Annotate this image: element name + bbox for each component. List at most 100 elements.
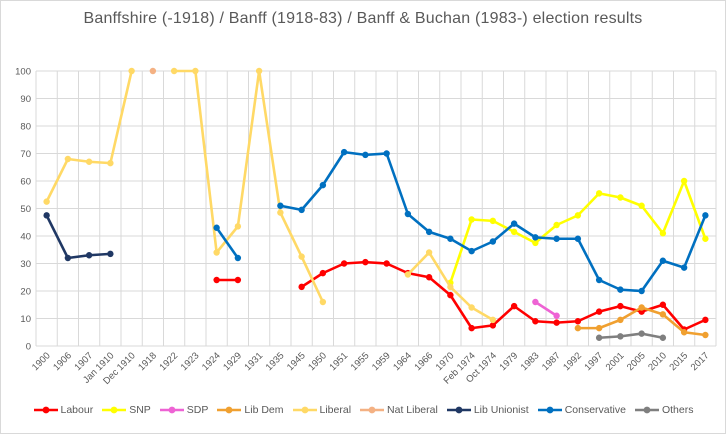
series-snp-marker [595, 190, 603, 197]
legend-marker-icon [102, 406, 127, 414]
series-conservative-marker [574, 235, 582, 242]
series-liberal-marker [43, 198, 50, 205]
x-tick-label: 1959 [370, 350, 393, 373]
series-lib-unionist [43, 212, 114, 262]
series-others-marker [638, 330, 645, 337]
series-conservative-marker [553, 235, 560, 242]
legend-item-others: Others [634, 404, 693, 416]
series-labour-marker [489, 322, 497, 329]
series-conservative-marker [425, 228, 433, 236]
series-labour-marker [659, 301, 667, 308]
legend-item-nat-liberal: Nat Liberal [359, 404, 438, 416]
series-lib-unionist-marker [43, 212, 50, 219]
series-labour-marker [319, 269, 327, 277]
series-others-line [597, 332, 665, 340]
series-liberal [43, 67, 497, 324]
series-sdp-marker [553, 312, 560, 319]
series-conservative-marker [362, 151, 369, 159]
series-conservative-marker [532, 234, 539, 241]
series-snp-marker [702, 235, 709, 242]
x-tick-label: 1950 [306, 350, 329, 373]
series-conservative-marker [447, 235, 454, 242]
x-tick-label: 2005 [625, 350, 648, 373]
y-tick-label: 100 [15, 67, 31, 78]
series-liberal-marker [319, 298, 327, 306]
x-tick-label: 2015 [668, 350, 691, 373]
series-snp-marker [468, 216, 475, 223]
legend-marker-icon [537, 406, 562, 414]
series-labour-marker [383, 260, 390, 267]
x-tick-label: 2010 [646, 350, 669, 373]
chart-legend: Labour SNP SDP Lib Dem Liberal Nat Liberal Lib… [1, 404, 725, 416]
series-liberal-marker [425, 249, 433, 256]
series-liberal-line [172, 69, 325, 304]
series-conservative-marker [340, 148, 348, 156]
legend-marker-icon [217, 406, 242, 414]
x-tick-label: 1997 [583, 350, 606, 373]
legend-marker-icon [292, 406, 317, 414]
legend-marker-icon [446, 406, 471, 414]
x-tick-label: 1923 [179, 350, 202, 373]
series-liberal-marker [234, 223, 242, 230]
series-lib-dem-marker [617, 316, 624, 324]
series-conservative-marker [213, 224, 220, 231]
legend-label: SNP [129, 404, 151, 416]
series-liberal-marker [192, 67, 199, 75]
series-snp-marker [553, 221, 560, 229]
series-labour-marker [425, 274, 433, 281]
series-snp-marker [574, 212, 582, 219]
series-snp-marker [638, 202, 645, 209]
legend-label: Lib Unionist [473, 404, 529, 416]
chart-title: Banffshire (-1918) / Banff (1918-83) / B… [83, 10, 643, 27]
series-lib-unionist-marker [85, 252, 93, 259]
series-liberal-marker [277, 209, 284, 216]
legend-label: Conservative [564, 404, 626, 416]
series-lib-dem [574, 304, 709, 339]
series-sdp-marker [532, 298, 539, 306]
series-liberal-marker [404, 271, 412, 278]
series-conservative-marker [702, 212, 709, 219]
y-tick-label: 40 [20, 232, 31, 243]
series-labour-marker [595, 308, 603, 315]
legend-label: Liberal [319, 404, 352, 416]
series-nat-liberal-marker [149, 67, 157, 75]
legend-item-conservative: Conservative [537, 404, 626, 416]
series-labour-marker [213, 276, 220, 284]
series-others-marker [659, 334, 667, 341]
series-liberal-marker [107, 159, 114, 167]
series-conservative-marker [659, 257, 667, 264]
series-snp-marker [510, 228, 518, 236]
legend-marker-icon [33, 406, 58, 414]
x-tick-label: 1922 [158, 350, 181, 373]
y-tick-label: 0 [26, 342, 31, 353]
series-conservative-marker [383, 150, 390, 157]
x-tick-label: 1987 [540, 350, 563, 373]
legend-marker-icon [360, 406, 385, 414]
legend-label: Lib Dem [244, 404, 284, 416]
series-others-marker [595, 334, 603, 341]
series-liberal-marker [213, 249, 220, 256]
legend-marker-icon [634, 406, 659, 414]
y-tick-label: 90 [20, 94, 31, 105]
series-sdp-line [534, 300, 558, 318]
series-lib-dem-marker [638, 304, 645, 311]
legend-label: SDP [186, 404, 209, 416]
series-others-marker [617, 333, 624, 340]
x-tick-label: 2017 [689, 350, 712, 373]
series-conservative-marker [277, 202, 284, 209]
series-labour-marker [234, 276, 242, 284]
legend-item-lib-dem: Lib Dem [216, 404, 284, 416]
x-tick-label: 1906 [51, 350, 74, 373]
x-tick-label: 1918 [136, 350, 159, 373]
series-conservative-marker [680, 264, 688, 271]
series-conservative-marker [234, 254, 242, 262]
series-labour-marker [468, 324, 475, 332]
series-liberal-marker [85, 158, 93, 165]
series-snp-marker [680, 177, 688, 185]
series-conservative [213, 148, 709, 295]
series-conservative-marker [510, 220, 518, 227]
x-tick-label: 1955 [349, 350, 372, 373]
legend-marker-icon [159, 406, 184, 414]
series-liberal-marker [64, 155, 72, 163]
